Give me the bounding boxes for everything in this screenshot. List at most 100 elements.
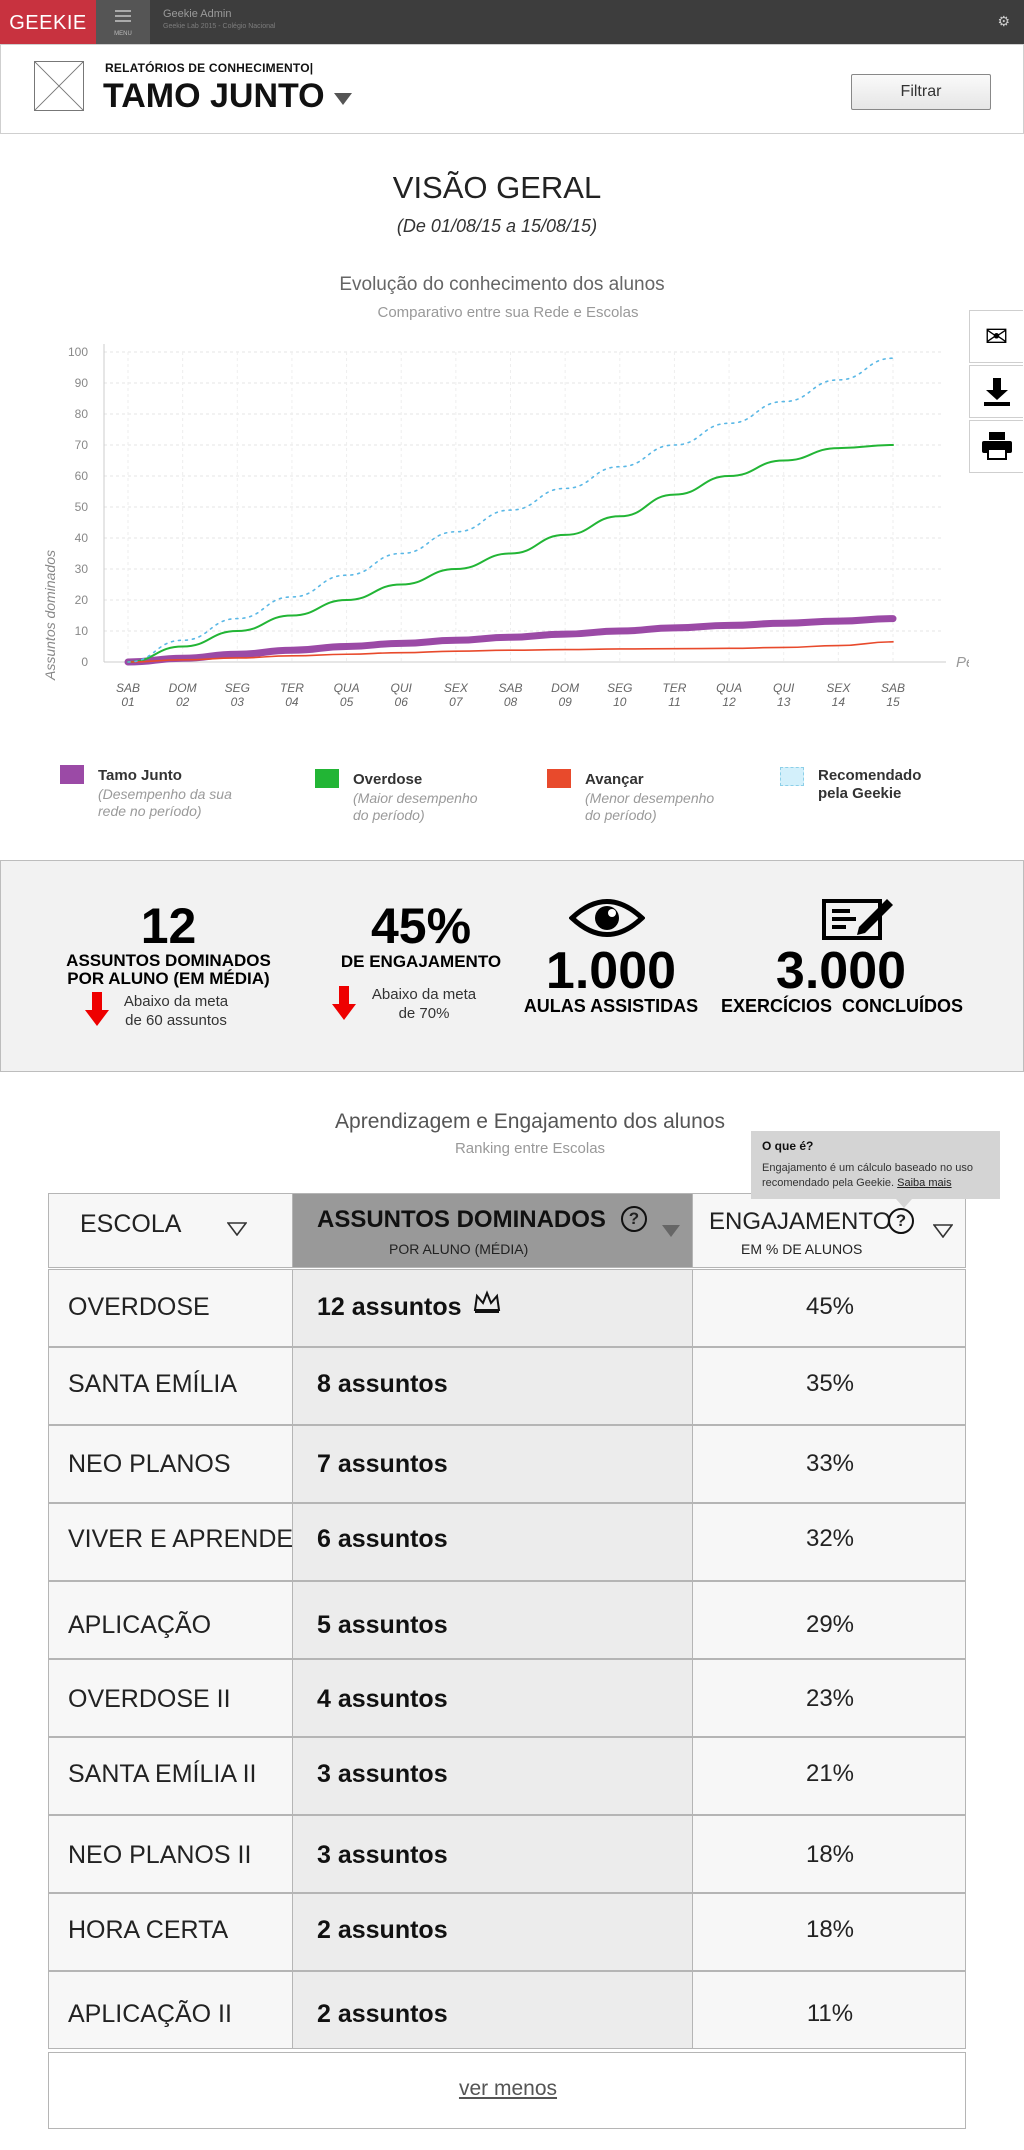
- kpi-summary: 12 ASSUNTOS DOMINADOS POR ALUNO (EM MÉDI…: [0, 860, 1024, 1072]
- kpi-exercises-label: EXERCÍCIOS CONCLUÍDOS: [721, 996, 964, 1016]
- subjects-cell: 4 assuntos: [292, 1659, 693, 1737]
- legend-name: Tamo Junto: [98, 767, 182, 784]
- legend-swatch: [60, 765, 84, 784]
- x-tick-label: QUA: [716, 681, 742, 695]
- school-name: VIVER E APRENDER: [68, 1525, 312, 1553]
- table-row[interactable]: NEO PLANOS 7 assuntos 33%: [48, 1425, 966, 1503]
- table-row[interactable]: OVERDOSE 12 assuntos 45%: [48, 1269, 966, 1347]
- geekie-logo[interactable]: GEEKIE: [0, 0, 96, 44]
- subjects-value: 5 assuntos: [317, 1611, 448, 1639]
- kpi-subjects-label-1: ASSUNTOS DOMINADOS: [66, 951, 271, 970]
- show-less-link[interactable]: ver menos: [458, 2077, 558, 2100]
- subjects-value: 3 assuntos: [317, 1841, 448, 1869]
- series-line-recomendado-pela-geekie: [127, 357, 894, 663]
- print-icon[interactable]: [969, 420, 1023, 473]
- subjects-value: 12 assuntos: [317, 1293, 462, 1321]
- kpi-subjects-label-2: POR ALUNO (EM MÉDIA): [67, 969, 270, 988]
- school-logo-placeholder: [34, 61, 84, 111]
- school-name: OVERDOSE II: [68, 1685, 231, 1713]
- school-selector[interactable]: TAMO JUNTO: [103, 77, 325, 115]
- engagement-value: 11%: [806, 2000, 854, 2027]
- engagement-cell: 18%: [692, 1893, 966, 1971]
- table-row[interactable]: SANTA EMÍLIA II 3 assuntos 21%: [48, 1737, 966, 1815]
- legend-desc: (Desempenho da sua rede no período): [98, 786, 232, 819]
- subjects-cell: 7 assuntos: [292, 1425, 693, 1503]
- x-tick-label: SAB: [498, 681, 522, 695]
- kpi-subjects-note-2: de 60 assuntos: [125, 1012, 227, 1029]
- arrow-down-icon: [85, 992, 109, 1026]
- table-row[interactable]: HORA CERTA 2 assuntos 18%: [48, 1893, 966, 1971]
- kpi-engagement-note-2: de 70%: [398, 1005, 450, 1022]
- x-tick-label: 03: [231, 695, 245, 709]
- arrow-down-icon: [332, 986, 356, 1020]
- x-tick-label: 12: [722, 695, 736, 709]
- school-cell: HORA CERTA: [48, 1893, 293, 1971]
- y-tick-label: 60: [75, 469, 89, 483]
- y-tick-label: 70: [75, 438, 89, 452]
- column-header-subjects[interactable]: ASSUNTOS DOMINADOS ? POR ALUNO (MÉDIA): [292, 1193, 693, 1268]
- legend-swatch: [780, 767, 804, 786]
- school-cell: NEO PLANOS: [48, 1425, 293, 1503]
- engagement-cell: 32%: [692, 1503, 966, 1581]
- x-tick-label: SAB: [881, 681, 905, 695]
- subjects-value: 6 assuntos: [317, 1525, 448, 1553]
- engagement-value: 32%: [805, 1525, 855, 1552]
- legend-name: Recomendado pela Geekie: [818, 767, 922, 802]
- x-tick-label: 15: [886, 695, 900, 709]
- y-tick-label: 0: [81, 655, 88, 669]
- table-row[interactable]: APLICAÇÃO 5 assuntos 29%: [48, 1581, 966, 1659]
- table-row[interactable]: APLICAÇÃO II 2 assuntos 11%: [48, 1971, 966, 2049]
- menu-button[interactable]: MENU: [96, 0, 150, 44]
- gear-icon[interactable]: ⚙: [997, 13, 1010, 29]
- x-tick-label: 07: [449, 695, 464, 709]
- x-tick-label: 05: [340, 695, 354, 709]
- y-tick-label: 40: [75, 531, 89, 545]
- engagement-value: 21%: [805, 1760, 855, 1787]
- engagement-value: 35%: [805, 1370, 855, 1397]
- school-name: NEO PLANOS II: [68, 1841, 252, 1869]
- subjects-cell: 3 assuntos: [292, 1737, 693, 1815]
- side-toolbar: ✉: [969, 310, 1024, 475]
- column-label: ESCOLA: [80, 1210, 182, 1238]
- x-tick-label: 01: [121, 695, 134, 709]
- sort-down-icon[interactable]: [933, 1224, 953, 1238]
- sort-down-icon[interactable]: [661, 1224, 681, 1238]
- kpi-engagement-value: 45%: [370, 898, 472, 954]
- column-header-engagement[interactable]: ENGAJAMENTO ? EM % DE ALUNOS: [692, 1193, 966, 1268]
- help-icon[interactable]: ?: [888, 1208, 914, 1234]
- school-name: HORA CERTA: [68, 1916, 229, 1944]
- engagement-value: 33%: [805, 1450, 855, 1477]
- x-tick-label: QUI: [773, 681, 795, 695]
- sort-down-icon[interactable]: [227, 1222, 247, 1236]
- school-cell: NEO PLANOS II: [48, 1815, 293, 1893]
- engagement-cell: 11%: [692, 1971, 966, 2049]
- email-icon[interactable]: ✉: [969, 310, 1023, 363]
- table-row[interactable]: OVERDOSE II 4 assuntos 23%: [48, 1659, 966, 1737]
- column-header-school[interactable]: ESCOLA: [48, 1193, 293, 1268]
- download-icon[interactable]: [969, 365, 1023, 418]
- table-row[interactable]: SANTA EMÍLIA 8 assuntos 35%: [48, 1347, 966, 1425]
- admin-subtitle: Geekie Lab 2015 - Colégio Nacional: [163, 23, 276, 30]
- x-tick-label: 14: [832, 695, 846, 709]
- help-icon[interactable]: ?: [621, 1206, 647, 1232]
- legend-swatch: [547, 769, 571, 788]
- school-name: SANTA EMÍLIA: [68, 1370, 238, 1398]
- x-tick-label: 13: [777, 695, 791, 709]
- y-axis-label: Assuntos dominados: [42, 550, 58, 681]
- x-tick-label: TER: [662, 681, 686, 695]
- school-name: OVERDOSE: [68, 1293, 210, 1321]
- learn-more-link[interactable]: Saiba mais: [897, 1177, 952, 1189]
- legend-name: Overdose: [353, 771, 423, 788]
- chart-subtitle: Comparativo entre sua Rede e Escolas: [378, 304, 639, 321]
- engagement-value: 18%: [805, 1916, 855, 1943]
- table-row[interactable]: VIVER E APRENDER 6 assuntos 32%: [48, 1503, 966, 1581]
- filter-button[interactable]: Filtrar: [851, 74, 991, 110]
- x-tick-label: SEX: [444, 681, 469, 695]
- school-cell: APLICAÇÃO: [48, 1581, 293, 1659]
- engagement-cell: 18%: [692, 1815, 966, 1893]
- table-row[interactable]: NEO PLANOS II 3 assuntos 18%: [48, 1815, 966, 1893]
- chevron-down-icon[interactable]: [334, 93, 352, 105]
- legend-desc: (Maior desempenho do período): [353, 790, 478, 823]
- legend-swatch: [315, 769, 339, 788]
- engagement-cell: 45%: [692, 1269, 966, 1347]
